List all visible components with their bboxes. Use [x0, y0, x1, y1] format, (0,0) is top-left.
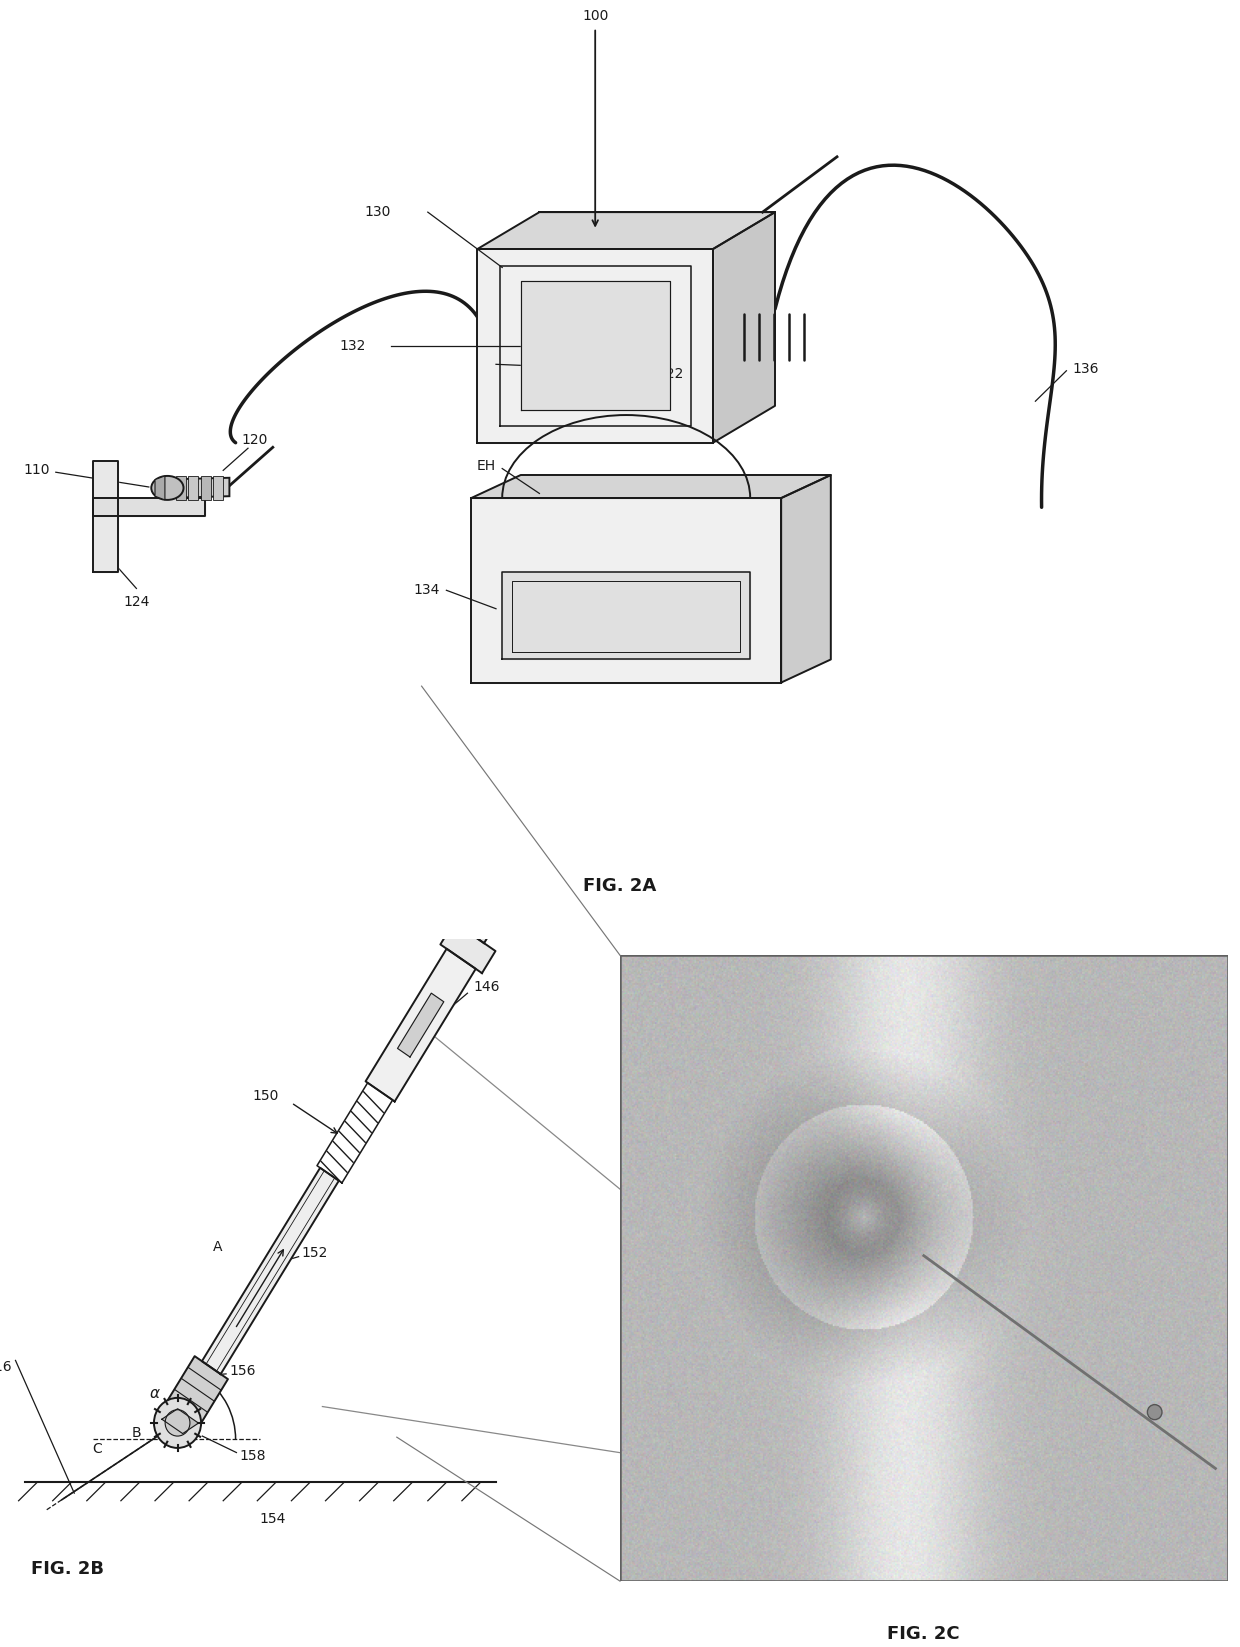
Text: 154: 154 [259, 1512, 286, 1527]
Text: 134: 134 [414, 583, 440, 598]
Polygon shape [477, 212, 775, 249]
Polygon shape [477, 249, 713, 443]
Text: 122: 122 [657, 367, 683, 380]
Polygon shape [188, 476, 198, 501]
Text: 150: 150 [253, 1089, 279, 1103]
Polygon shape [161, 478, 229, 497]
Polygon shape [176, 476, 186, 501]
Text: FIG. 2C: FIG. 2C [888, 1626, 960, 1644]
Text: EH: EH [477, 460, 496, 473]
Polygon shape [366, 949, 476, 1102]
Text: 124: 124 [123, 595, 150, 609]
Text: 120: 120 [242, 433, 268, 448]
Text: A: A [212, 1240, 222, 1253]
Polygon shape [781, 474, 831, 682]
Text: 132: 132 [340, 339, 366, 352]
Polygon shape [93, 497, 205, 517]
Polygon shape [398, 993, 444, 1057]
Circle shape [151, 476, 184, 501]
Text: FIG. 2B: FIG. 2B [31, 1560, 104, 1578]
Polygon shape [162, 1408, 198, 1433]
Text: 116: 116 [0, 1360, 12, 1374]
Text: 136: 136 [1073, 362, 1099, 376]
Text: 156: 156 [229, 1364, 255, 1377]
Text: α: α [150, 1385, 160, 1402]
Polygon shape [440, 922, 496, 973]
Text: 130: 130 [365, 206, 391, 219]
Polygon shape [521, 282, 670, 410]
Polygon shape [155, 476, 165, 501]
Circle shape [154, 1398, 201, 1448]
Text: C: C [92, 1441, 102, 1456]
Polygon shape [471, 497, 781, 682]
Text: B: B [131, 1426, 141, 1439]
Polygon shape [213, 476, 223, 501]
Text: 110: 110 [24, 463, 50, 478]
Polygon shape [713, 212, 775, 443]
Polygon shape [93, 461, 118, 572]
Circle shape [1147, 1405, 1162, 1420]
Text: 146: 146 [474, 980, 500, 993]
Polygon shape [502, 572, 750, 659]
Polygon shape [465, 907, 497, 944]
Polygon shape [202, 1168, 339, 1374]
Text: 158: 158 [239, 1449, 267, 1463]
Polygon shape [167, 1355, 228, 1423]
Circle shape [165, 1410, 190, 1436]
Polygon shape [471, 474, 831, 497]
Text: 152: 152 [301, 1247, 329, 1260]
Text: 100: 100 [582, 8, 609, 23]
Text: FIG. 2A: FIG. 2A [583, 876, 657, 894]
Polygon shape [201, 476, 211, 501]
